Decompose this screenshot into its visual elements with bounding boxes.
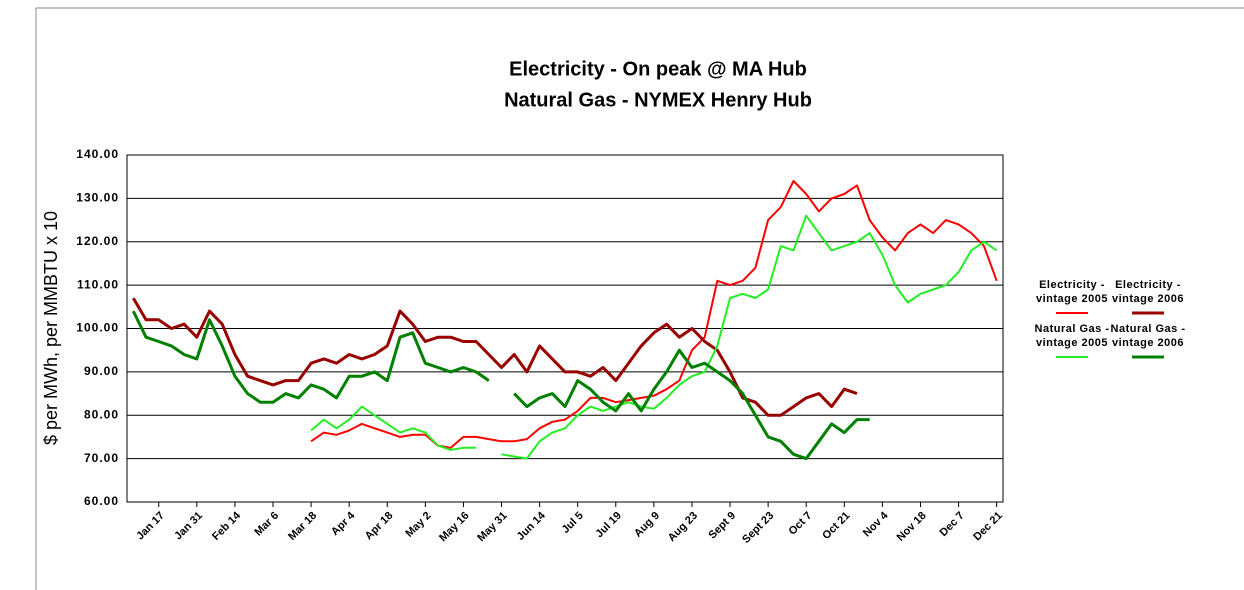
y-tick-label: 130.00 xyxy=(76,191,119,205)
legend-label: Natural Gas - vintage 2006 xyxy=(1110,323,1186,349)
x-tick-label: Mar 6 xyxy=(252,510,281,539)
line-series xyxy=(132,297,858,417)
x-tick-label: Jul 19 xyxy=(593,510,624,541)
frame xyxy=(35,7,1244,590)
x-tick-label: Sept 9 xyxy=(706,510,738,542)
chart-title: Electricity - On peak @ MA Hub xyxy=(509,58,807,80)
x-tick-label: Dec 21 xyxy=(971,510,1005,544)
y-tick-label: 120.00 xyxy=(76,234,119,248)
x-tick-label: Aug 9 xyxy=(632,510,662,540)
chart-subtitle: Natural Gas - NYMEX Henry Hub xyxy=(504,89,812,111)
x-tick-label: Sept 23 xyxy=(740,510,776,546)
y-tick-label: 140.00 xyxy=(76,147,119,161)
y-tick-label: 70.00 xyxy=(84,451,119,465)
y-tick-label: 80.00 xyxy=(84,407,119,421)
x-tick-label: Jun 14 xyxy=(515,509,549,543)
legend-label: Natural Gas - vintage 2005 xyxy=(1034,323,1110,349)
x-tick-label: May 16 xyxy=(437,510,471,544)
line-series xyxy=(310,214,998,460)
y-tick-label: 110.00 xyxy=(77,277,119,291)
x-tick-label: Jan 17 xyxy=(134,510,167,543)
line-series xyxy=(131,310,870,461)
y-axis-label: $ per MWh, per MMBTU x 10 xyxy=(41,211,61,445)
x-tick-label: Apr 4 xyxy=(329,509,358,538)
x-tick-label: Aug 23 xyxy=(666,510,700,544)
x-tick-label: Mar 18 xyxy=(286,510,319,543)
line-series xyxy=(310,180,998,449)
y-tick-label: 60.00 xyxy=(84,494,119,508)
x-tick-label: Feb 14 xyxy=(210,509,244,543)
legend-label: Electricity - vintage 2005 xyxy=(1035,279,1109,305)
y-tick-label: 90.00 xyxy=(84,364,119,378)
x-tick-label: Apr 18 xyxy=(363,510,396,543)
y-tick-label: 100.00 xyxy=(76,321,119,335)
x-tick-label: Dec 7 xyxy=(937,510,966,539)
plot-border xyxy=(126,154,1004,503)
x-tick-label: May 31 xyxy=(475,510,509,544)
x-tick-label: Oct 21 xyxy=(820,510,852,542)
x-tick-label: Jul 5 xyxy=(560,510,586,536)
x-tick-label: Nov 18 xyxy=(895,510,929,544)
legend-label: Electricity - vintage 2006 xyxy=(1111,279,1185,305)
x-tick-label: Oct 7 xyxy=(786,510,814,538)
x-tick-label: Nov 4 xyxy=(861,509,891,539)
x-tick-label: May 2 xyxy=(403,510,433,540)
x-tick-label: Jan 31 xyxy=(172,510,205,543)
